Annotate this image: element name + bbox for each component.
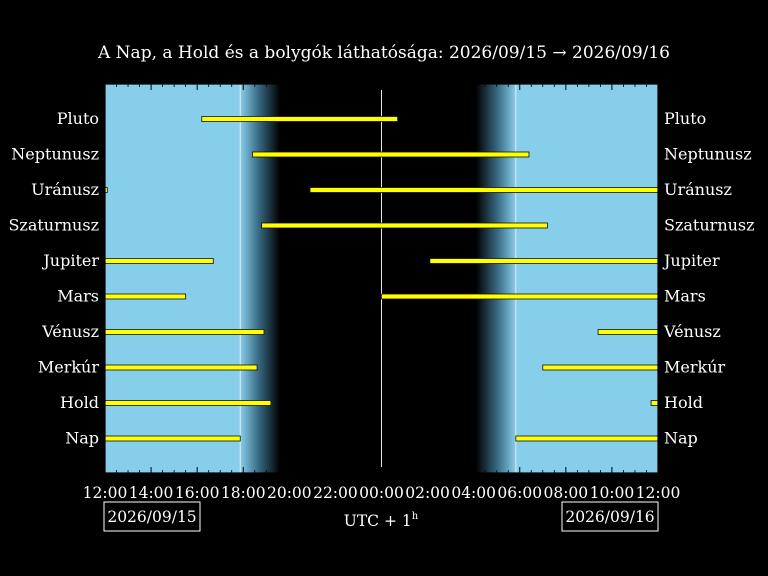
x-tick-label: 10:00 (590, 484, 635, 502)
x-tick-label: 16:00 (175, 484, 220, 502)
visibility-bar-venusz-1 (104, 329, 265, 335)
x-tick-label: 12:00 (636, 484, 681, 502)
visibility-bar-merkur-2 (542, 364, 659, 371)
x-tick-label: 02:00 (405, 484, 450, 502)
plot-area (104, 83, 659, 474)
visibility-bar-venusz-2 (597, 329, 659, 335)
visibility-bar-uranusz-2 (309, 187, 659, 193)
x-tick-label: 18:00 (221, 484, 266, 502)
row-label-left-pluto: Pluto (57, 109, 99, 128)
x-tick-label: 22:00 (313, 484, 358, 502)
row-label-right-venusz: Vénusz (663, 322, 721, 341)
row-label-left-szaturnusz: Szaturnusz (8, 216, 99, 235)
row-labels-right: Pluto Neptunusz Uránusz Szaturnusz Jupiter Ma… (662, 109, 755, 448)
x-axis-label-sup: h (412, 511, 419, 522)
row-label-right-nap: Nap (664, 429, 698, 448)
visibility-bar-nap-1 (104, 435, 241, 442)
row-labels-left: Pluto Neptunusz Uránusz Szaturnusz Jupiter Ma… (8, 109, 99, 448)
x-tick-label: 08:00 (543, 484, 588, 502)
chart-title: A Nap, a Hold és a bolygók láthatósága: … (97, 43, 670, 63)
dusk-twilight (240, 84, 281, 473)
row-label-right-hold: Hold (664, 393, 703, 412)
row-label-left-mars: Mars (57, 287, 99, 306)
row-label-right-mars: Mars (664, 287, 706, 306)
night-region (240, 84, 516, 473)
row-label-right-szaturnusz: Szaturnusz (664, 216, 755, 235)
visibility-bar-mars-1 (104, 293, 187, 300)
x-tick-label: 12:00 (83, 484, 128, 502)
visibility-bar-szaturnusz-1 (261, 222, 548, 229)
date-left-label: 2026/09/15 (107, 508, 196, 526)
row-label-left-merkur: Merkúr (38, 358, 100, 377)
x-axis-label: UTC + 1h (344, 511, 419, 530)
row-label-right-neptunusz: Neptunusz (664, 145, 752, 164)
x-tick-label: 00:00 (359, 484, 404, 502)
visibility-bar-neptunusz-1 (252, 151, 530, 158)
visibility-bar-pluto-1 (201, 116, 399, 122)
date-right-box (561, 501, 659, 532)
row-label-right-uranusz: Uránusz (664, 180, 732, 199)
x-tick-label: 20:00 (267, 484, 312, 502)
visibility-bar-jupiter-1 (104, 258, 214, 264)
row-label-left-uranusz: Uránusz (31, 180, 99, 199)
row-label-right-merkur: Merkúr (664, 358, 726, 377)
row-label-right-pluto: Pluto (664, 109, 706, 128)
visibility-bar-jupiter-2 (429, 258, 659, 264)
date-right-label: 2026/09/16 (565, 508, 654, 526)
row-label-left-nap: Nap (65, 429, 99, 448)
row-label-left-jupiter: Jupiter (41, 251, 99, 270)
visibility-bar-hold-2 (650, 400, 659, 406)
x-tick-label: 06:00 (497, 484, 542, 502)
visibility-bar-mars-2 (381, 293, 659, 300)
row-label-left-hold: Hold (60, 393, 99, 412)
x-tick-label: 04:00 (451, 484, 496, 502)
dawn-twilight (475, 84, 516, 473)
visibility-bar-hold-1 (104, 400, 272, 406)
x-tick-labels: 12:00 14:00 16:00 18:00 20:00 22:00 00:00 02:00… (83, 484, 681, 502)
visibility-bar-nap-2 (515, 435, 659, 442)
row-label-left-neptunusz: Neptunusz (11, 145, 99, 164)
x-tick-label: 14:00 (129, 484, 174, 502)
visibility-bar-merkur-1 (104, 364, 258, 371)
row-label-left-venusz: Vénusz (41, 322, 99, 341)
x-axis-label-main: UTC + 1 (344, 512, 412, 530)
date-left-box (103, 501, 201, 532)
row-label-right-jupiter: Jupiter (662, 251, 720, 270)
